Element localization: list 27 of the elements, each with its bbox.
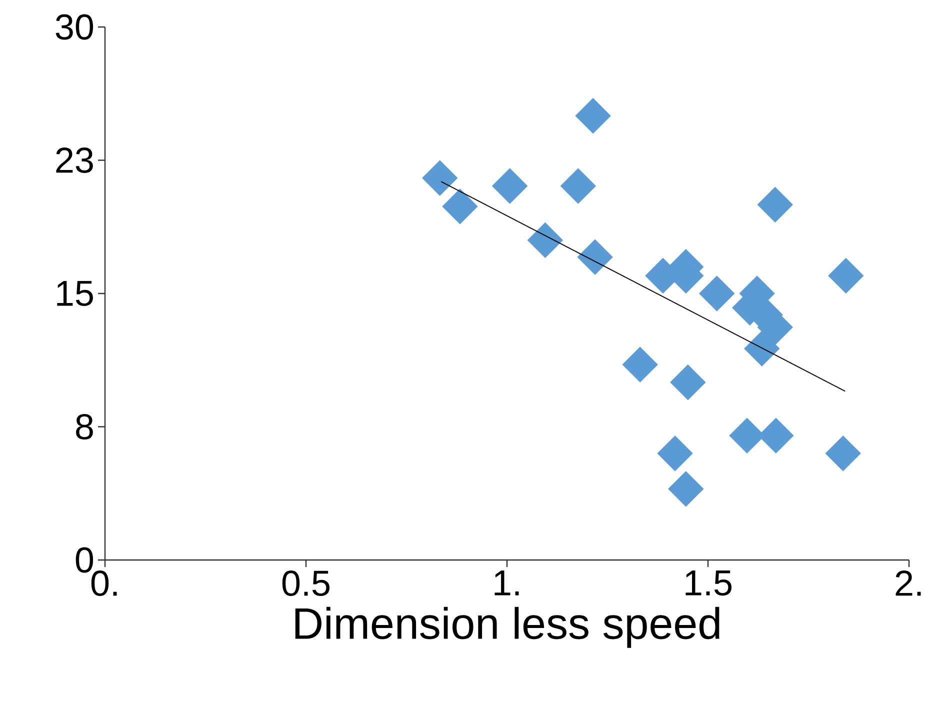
x-tick-label: 2. bbox=[896, 570, 921, 596]
point bbox=[828, 258, 864, 294]
point bbox=[825, 436, 861, 472]
point bbox=[757, 186, 794, 223]
x-tick-label: 0. bbox=[91, 570, 117, 596]
x-tick-label: 1.5 bbox=[686, 570, 732, 596]
x-axis-title: Dimension less speed bbox=[295, 606, 720, 648]
y-tick-label: 30 bbox=[56, 14, 94, 40]
y-tick-label: 15 bbox=[57, 280, 93, 306]
x-tick-label: 1. bbox=[494, 570, 519, 596]
point bbox=[575, 98, 611, 134]
point bbox=[422, 160, 458, 196]
point bbox=[668, 471, 704, 507]
x-tick-label: 0.5 bbox=[282, 570, 330, 596]
point bbox=[560, 168, 596, 204]
y-tick-label: 0 bbox=[76, 547, 94, 573]
point bbox=[527, 222, 564, 258]
point bbox=[698, 276, 735, 312]
y-tick-label: 8 bbox=[76, 414, 93, 440]
point bbox=[657, 436, 693, 472]
point bbox=[492, 168, 528, 204]
point bbox=[744, 330, 780, 366]
point bbox=[622, 346, 658, 382]
y-tick-label: 23 bbox=[56, 148, 93, 173]
point bbox=[670, 364, 706, 400]
point bbox=[442, 188, 478, 224]
point bbox=[577, 239, 613, 275]
